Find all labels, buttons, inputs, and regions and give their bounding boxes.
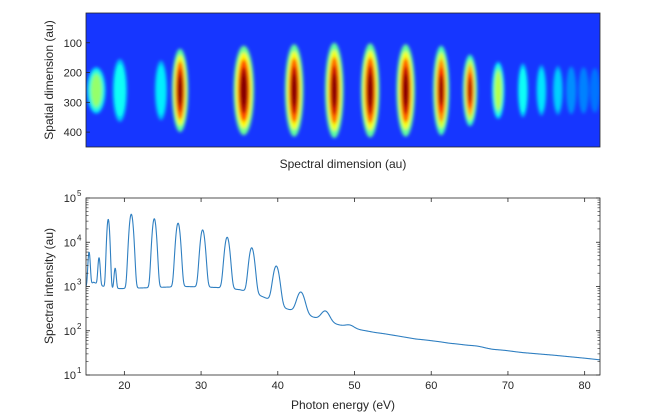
spectrum-series-line <box>86 213 600 361</box>
harmonic-line-11-layer-5 <box>468 77 472 103</box>
spectrogram-axes-box <box>85 12 601 148</box>
spectrogram-panel: 100 200 300 400 Spectral dimension (au) Spa… <box>42 12 601 171</box>
harmonic-line-16-layer-1 <box>566 66 577 115</box>
spectrum-x-tick-label: 80 <box>579 380 591 392</box>
spectrum-y-tick-label: 10 <box>64 193 76 205</box>
harmonic-line-13-layer-2 <box>518 67 527 114</box>
spectrum-y-axis-label: Spectral intensity (au) <box>42 228 56 344</box>
spectrogram-y-tick-label: 200 <box>64 68 82 80</box>
spectrum-x-tick-label: 30 <box>195 380 207 392</box>
harmonic-line-5-layer-5 <box>241 74 247 106</box>
harmonic-line-12-layer-3 <box>494 70 502 111</box>
harmonic-lines <box>87 42 600 138</box>
spectrum-y-tick-label: 10 <box>64 326 76 338</box>
spectrogram-y-tick-label: 400 <box>64 127 82 139</box>
spectrum-x-tick-label: 40 <box>272 380 284 392</box>
harmonic-line-14-layer-2 <box>537 68 546 112</box>
harmonic-line-4-layer-5 <box>178 75 183 105</box>
spectrogram-y-axis-label: Spatial dimension (au) <box>42 20 56 139</box>
harmonic-line-10-layer-5 <box>439 74 444 106</box>
harmonic-line-6-layer-5 <box>291 74 297 107</box>
spectrum-x-tick-label: 60 <box>425 380 437 392</box>
harmonic-line-8-layer-5 <box>367 73 373 107</box>
harmonic-line-15-layer-2 <box>554 69 562 112</box>
spectrum-x-axis-label: Photon energy (eV) <box>291 398 395 412</box>
spectrum-y-tick-label: 10 <box>64 237 76 249</box>
harmonic-line-17-layer-1 <box>578 67 589 114</box>
spectrum-y-tick-label: 10 <box>64 370 76 382</box>
spectrum-y-tick-exponent: 1 <box>77 366 82 375</box>
spectrum-x-tick-label: 50 <box>348 380 360 392</box>
spectrogram-y-tick-label: 100 <box>64 38 82 50</box>
spectrogram-y-tick-label: 300 <box>64 97 82 109</box>
spectrum-y-tick-exponent: 2 <box>77 322 82 331</box>
harmonic-line-18-layer-1 <box>589 68 600 113</box>
spectrum-y-tick-exponent: 4 <box>77 233 82 242</box>
spectrum-y-tick-exponent: 3 <box>77 278 82 287</box>
spectrum-plot-area <box>86 198 600 375</box>
spectrum-y-tick-label: 10 <box>64 282 76 294</box>
spectrogram-y-ticks: 100 200 300 400 <box>64 38 90 139</box>
harmonic-line-7-layer-5 <box>332 73 337 108</box>
spectrum-x-ticks: 20 30 40 50 60 70 80 <box>118 198 591 392</box>
spectrum-x-tick-label: 70 <box>502 380 514 392</box>
spectrogram-x-axis-label: Spectral dimension (au) <box>280 157 407 171</box>
spectrum-x-tick-label: 20 <box>118 380 130 392</box>
harmonic-line-1-layer-3 <box>91 74 102 107</box>
spectrum-y-tick-exponent: 5 <box>77 189 82 198</box>
harmonic-line-2-layer-2 <box>114 63 126 117</box>
harmonic-line-9-layer-5 <box>403 74 409 107</box>
harmonic-line-3-layer-2 <box>156 65 166 116</box>
